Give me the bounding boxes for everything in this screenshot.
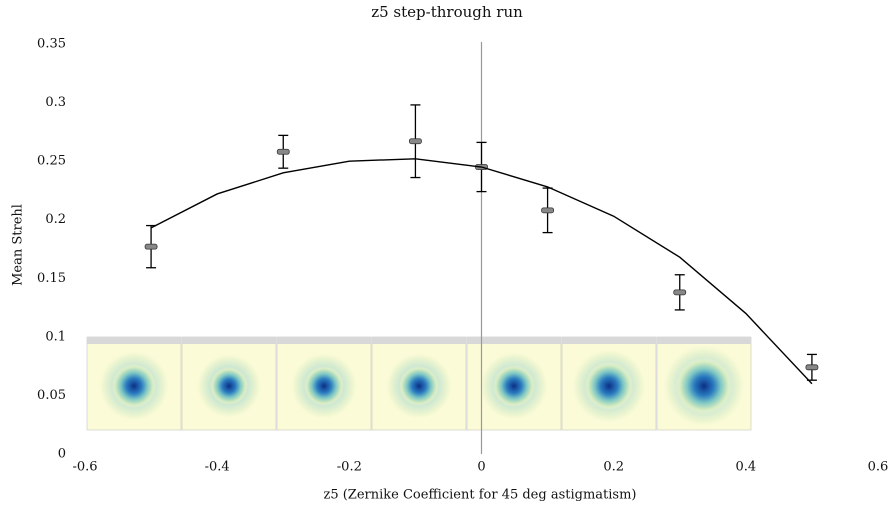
x-tick-label: 0 xyxy=(477,460,485,475)
inset-header xyxy=(372,337,466,344)
y-tick-label: 0.15 xyxy=(37,271,66,286)
inset-spot xyxy=(210,367,248,405)
inset-spot xyxy=(676,358,732,414)
inset-spot xyxy=(493,365,535,407)
inset-spot xyxy=(304,366,344,406)
x-tick-label: -0.4 xyxy=(205,460,230,475)
inset-spot xyxy=(399,366,439,406)
y-tick-label: 0.1 xyxy=(45,329,66,344)
y-tick-label: 0.3 xyxy=(45,95,66,110)
x-tick-label: -0.6 xyxy=(72,460,97,475)
chart-title: z5 step-through run xyxy=(371,3,523,21)
x-tick-label: 0.4 xyxy=(735,460,756,475)
inset-header xyxy=(277,337,371,344)
y-tick-label: 0.2 xyxy=(45,212,66,227)
y-tick-label: 0.05 xyxy=(37,388,66,403)
point-marker xyxy=(674,290,686,295)
y-tick-label: 0.35 xyxy=(37,37,66,52)
x-axis-label: z5 (Zernike Coefficient for 45 deg astig… xyxy=(323,488,636,503)
inset-header xyxy=(562,337,656,344)
x-tick-label: 0.2 xyxy=(603,460,624,475)
y-axis-label: Mean Strehl xyxy=(11,204,26,286)
inset-images xyxy=(87,337,751,430)
point-marker xyxy=(145,244,157,249)
point-marker xyxy=(409,139,421,144)
inset-spot xyxy=(112,364,156,408)
inset-header xyxy=(87,337,181,344)
point-marker xyxy=(542,208,554,213)
y-tick-label: 0.25 xyxy=(37,154,66,169)
inset-header xyxy=(657,337,751,344)
x-tick-label: 0.6 xyxy=(868,460,889,475)
inset-header xyxy=(182,337,276,344)
y-tick-label: 0 xyxy=(58,447,66,462)
point-marker xyxy=(277,149,289,154)
chart: z5 step-through run z5 (Zernike Coeffici… xyxy=(0,0,894,510)
x-tick-label: -0.2 xyxy=(337,460,362,475)
point-marker xyxy=(806,365,818,370)
inset-spot xyxy=(585,362,633,410)
